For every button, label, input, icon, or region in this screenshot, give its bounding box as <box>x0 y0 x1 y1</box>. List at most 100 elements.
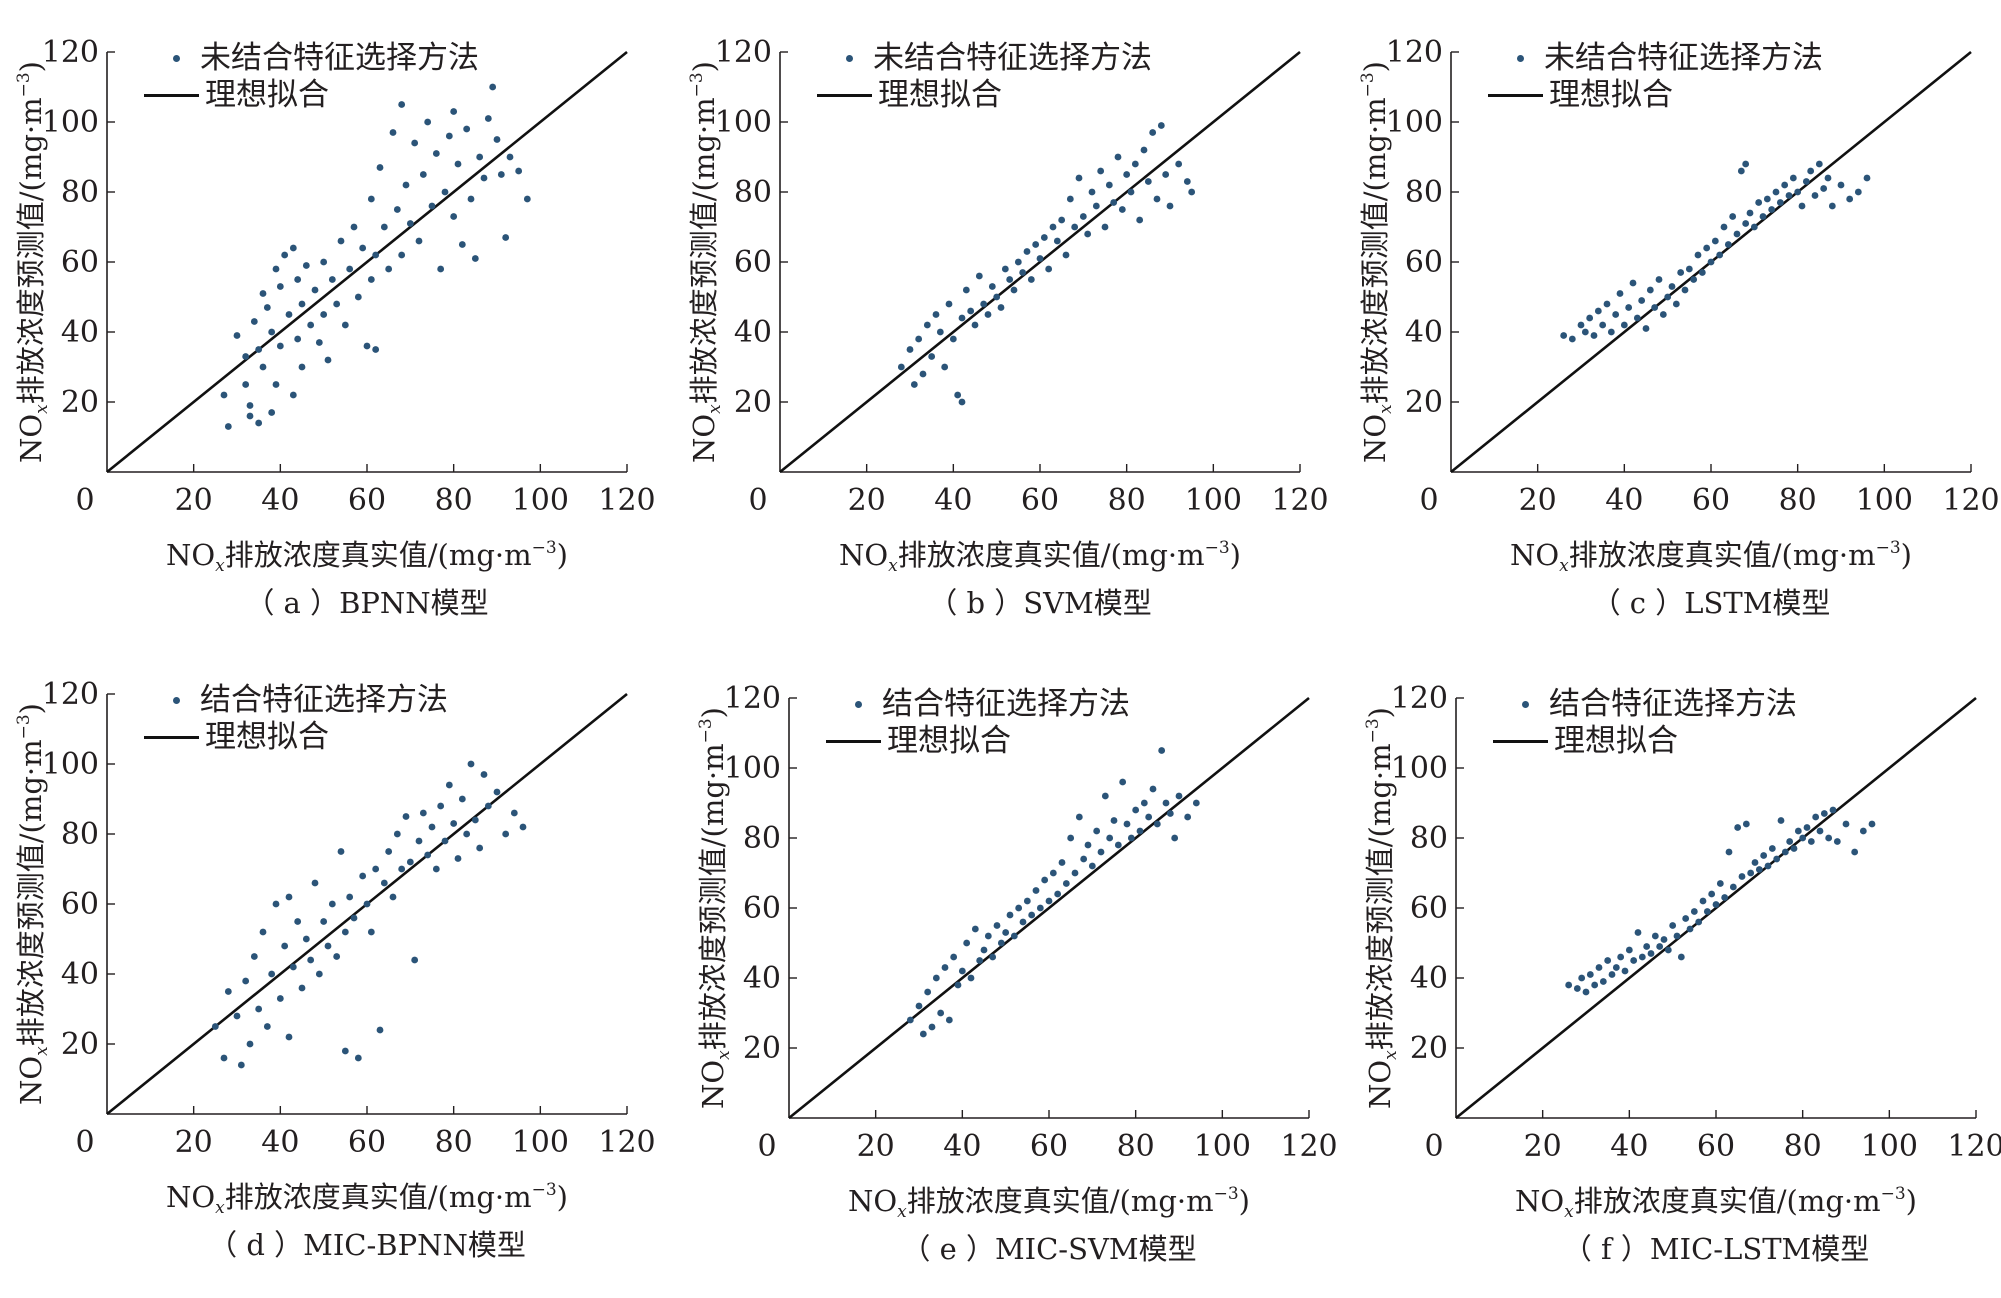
data-point <box>1711 237 1719 245</box>
data-point <box>1690 276 1698 283</box>
x-tick-label: 60 <box>348 1125 386 1160</box>
data-point <box>489 83 497 91</box>
data-point <box>1145 813 1153 821</box>
data-point <box>1019 918 1027 926</box>
data-point <box>1620 321 1628 329</box>
data-point <box>1032 241 1040 248</box>
data-point <box>1664 946 1672 954</box>
x-tick-label: 80 <box>1784 1129 1822 1164</box>
data-point <box>320 258 328 266</box>
data-point <box>224 988 232 995</box>
data-point <box>1607 328 1615 336</box>
data-point <box>1110 199 1118 206</box>
data-point <box>1747 869 1755 877</box>
data-point <box>1733 230 1741 238</box>
y-tick-label: 60 <box>61 887 99 922</box>
data-point <box>372 346 380 353</box>
data-point <box>272 265 280 273</box>
data-point <box>259 363 267 371</box>
data-point <box>1010 286 1018 294</box>
data-point <box>1672 300 1680 308</box>
data-point <box>1058 859 1066 866</box>
scatter-panel: 0 20 40 60 80 100 120 20 40 60 80 100 120 结合特征选择方法 理… <box>12 674 656 1294</box>
data-point <box>281 942 289 950</box>
data-point <box>315 339 323 346</box>
legend-label: 未结合特征选择方法 <box>1544 40 1823 76</box>
data-point <box>1002 929 1010 936</box>
data-point <box>993 293 1001 301</box>
legend-item-line: 理想拟合 <box>826 723 1130 760</box>
data-point <box>320 311 328 318</box>
data-point <box>428 823 436 831</box>
data-point <box>928 1023 936 1031</box>
y-tick-label: 60 <box>1405 245 1443 280</box>
data-point <box>1790 845 1798 852</box>
data-point <box>1014 258 1022 266</box>
data-point <box>980 300 988 308</box>
data-point <box>1097 167 1105 175</box>
data-point <box>1599 978 1607 985</box>
data-point <box>967 307 975 315</box>
x-tick-label: 20 <box>1524 1129 1562 1164</box>
y-tick-label: 40 <box>1410 961 1448 996</box>
data-point <box>1573 985 1581 992</box>
data-point <box>1612 311 1620 318</box>
data-point <box>372 865 380 873</box>
y-tick-label: 120 <box>1391 681 1448 716</box>
x-tick-label: 100 <box>1856 483 1913 518</box>
data-point <box>1127 834 1135 842</box>
legend-label: 理想拟合 <box>1554 723 1678 759</box>
data-point <box>1698 269 1706 276</box>
data-point <box>276 342 284 350</box>
data-point <box>1642 325 1650 332</box>
y-tick-label: 120 <box>42 677 99 712</box>
data-point <box>1703 908 1711 915</box>
data-point <box>1799 834 1807 842</box>
data-point <box>1690 908 1698 915</box>
data-point <box>941 964 949 971</box>
data-point <box>441 837 449 845</box>
data-point <box>1786 838 1794 845</box>
data-point <box>1058 216 1066 224</box>
data-point <box>971 321 979 329</box>
data-point <box>1816 827 1824 835</box>
x-tick-label: 20 <box>1519 483 1557 518</box>
data-point <box>1699 897 1707 905</box>
data-point <box>954 981 962 989</box>
x-tick-label: 120 <box>1947 1129 2001 1164</box>
y-tick-label: 60 <box>743 891 781 926</box>
data-point <box>1010 932 1018 940</box>
panel-caption: （ e ）MIC-SVM模型 <box>901 1232 1197 1266</box>
data-point <box>367 276 375 283</box>
data-point <box>363 900 371 908</box>
data-point <box>1560 332 1568 339</box>
y-tick-label: 40 <box>61 957 99 992</box>
data-point <box>1655 276 1663 283</box>
data-point <box>1807 838 1815 845</box>
data-point <box>1846 195 1854 203</box>
data-point <box>350 914 358 922</box>
data-point <box>376 1026 384 1034</box>
data-point <box>294 335 302 343</box>
data-point <box>1633 314 1641 322</box>
data-point <box>1079 213 1087 220</box>
data-point <box>211 1023 219 1030</box>
data-point <box>1859 827 1867 835</box>
y-tick-label: 80 <box>61 175 99 210</box>
data-point <box>289 391 297 399</box>
data-point <box>242 977 250 985</box>
x-tick-label: 40 <box>261 483 299 518</box>
data-point <box>402 181 410 189</box>
x-tick-label: 60 <box>1030 1129 1068 1164</box>
data-point <box>1751 859 1759 866</box>
y-tick-label: 80 <box>61 817 99 852</box>
scatter-plot: 0 20 40 60 80 100 120 20 40 60 80 100 120 <box>42 677 656 1160</box>
data-point <box>924 988 932 996</box>
x-tick-label: 100 <box>1861 1129 1918 1164</box>
legend-label: 结合特征选择方法 <box>1549 686 1797 722</box>
legend: 未结合特征选择方法 理想拟合 <box>144 40 479 114</box>
data-point <box>255 419 263 427</box>
data-point <box>1802 178 1810 185</box>
data-point <box>285 893 293 901</box>
data-point <box>311 879 319 887</box>
